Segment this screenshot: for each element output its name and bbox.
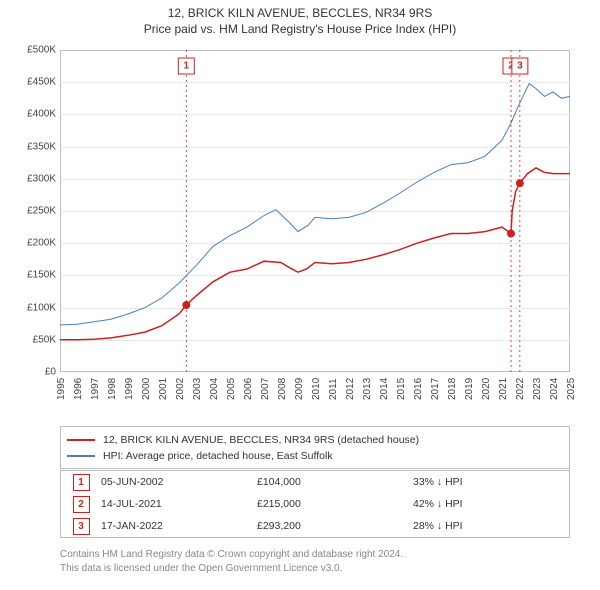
sales-row-date: 14-JUL-2021 xyxy=(101,498,257,510)
y-tick-label: £50K xyxy=(33,334,56,345)
title-sub: Price paid vs. HM Land Registry's House … xyxy=(0,22,600,36)
x-tick-label: 2009 xyxy=(294,378,305,400)
x-tick-label: 2002 xyxy=(175,378,186,400)
x-tick-label: 1995 xyxy=(56,378,67,400)
sales-row-date: 05-JUN-2002 xyxy=(101,476,257,488)
sales-row-delta: 33% ↓ HPI xyxy=(413,476,569,488)
y-tick-label: £200K xyxy=(27,238,56,249)
x-tick-label: 2016 xyxy=(413,378,424,400)
series-line xyxy=(60,168,570,340)
sale-marker xyxy=(183,302,190,309)
x-tick-label: 2012 xyxy=(345,378,356,400)
series-line xyxy=(60,84,570,326)
sales-row: 3 17-JAN-2022£293,20028% ↓ HPI xyxy=(61,515,569,537)
y-tick-label: £300K xyxy=(27,173,56,184)
y-tick-label: £400K xyxy=(27,109,56,120)
legend-swatch xyxy=(67,455,95,457)
y-tick-label: £150K xyxy=(27,270,56,281)
x-tick-label: 1998 xyxy=(107,378,118,400)
chart-plot: £0£50K£100K£150K£200K£250K£300K£350K£400… xyxy=(60,50,570,372)
sales-row-number: 1 xyxy=(73,474,90,491)
y-tick-label: £100K xyxy=(27,302,56,313)
x-tick-label: 1997 xyxy=(90,378,101,400)
x-tick-label: 2005 xyxy=(226,378,237,400)
y-tick-label: £250K xyxy=(27,206,56,217)
sales-row-delta: 28% ↓ HPI xyxy=(413,520,569,532)
sale-marker xyxy=(516,180,523,187)
sales-row-number: 2 xyxy=(73,496,90,513)
sales-row-number: 3 xyxy=(73,518,90,535)
y-tick-label: £350K xyxy=(27,141,56,152)
x-tick-label: 2006 xyxy=(243,378,254,400)
x-tick-label: 2010 xyxy=(311,378,322,400)
x-tick-label: 2015 xyxy=(396,378,407,400)
sales-row-price: £104,000 xyxy=(257,476,413,488)
x-tick-label: 2021 xyxy=(498,378,509,400)
legend-item: 12, BRICK KILN AVENUE, BECCLES, NR34 9RS… xyxy=(67,432,563,448)
y-tick-label: £0 xyxy=(45,367,56,378)
sale-box-number: 1 xyxy=(184,61,190,72)
credit-text: Contains HM Land Registry data © Crown c… xyxy=(60,548,570,576)
x-tick-label: 2003 xyxy=(192,378,203,400)
x-tick-label: 1996 xyxy=(73,378,84,400)
sales-row-price: £293,200 xyxy=(257,520,413,532)
x-tick-label: 2025 xyxy=(566,378,577,400)
x-tick-label: 2019 xyxy=(464,378,475,400)
legend-item: HPI: Average price, detached house, East… xyxy=(67,448,563,464)
x-tick-label: 2018 xyxy=(447,378,458,400)
x-tick-label: 2011 xyxy=(328,378,339,400)
sale-marker xyxy=(508,230,515,237)
chart-frame: 12, BRICK KILN AVENUE, BECCLES, NR34 9RS… xyxy=(0,0,600,590)
chart-svg: 123 xyxy=(60,50,570,372)
credit-line-2: This data is licensed under the Open Gov… xyxy=(60,562,570,576)
credit-line-1: Contains HM Land Registry data © Crown c… xyxy=(60,548,570,562)
sale-box-number: 3 xyxy=(517,61,523,72)
sales-table: 1 05-JUN-2002£104,00033% ↓ HPI 2 14-JUL-202… xyxy=(60,470,570,538)
x-tick-label: 2008 xyxy=(277,378,288,400)
legend: 12, BRICK KILN AVENUE, BECCLES, NR34 9RS… xyxy=(60,426,570,469)
title-address: 12, BRICK KILN AVENUE, BECCLES, NR34 9RS xyxy=(0,6,600,20)
sales-row-price: £215,000 xyxy=(257,498,413,510)
x-tick-label: 2001 xyxy=(158,378,169,400)
sales-row-date: 17-JAN-2022 xyxy=(101,520,257,532)
x-tick-label: 2023 xyxy=(532,378,543,400)
x-tick-label: 1999 xyxy=(124,378,135,400)
y-tick-label: £500K xyxy=(27,45,56,56)
x-tick-label: 2020 xyxy=(481,378,492,400)
x-tick-label: 2013 xyxy=(362,378,373,400)
sales-row-delta: 42% ↓ HPI xyxy=(413,498,569,510)
sales-row: 2 14-JUL-2021£215,00042% ↓ HPI xyxy=(61,493,569,515)
x-tick-label: 2022 xyxy=(515,378,526,400)
sales-row: 1 05-JUN-2002£104,00033% ↓ HPI xyxy=(61,471,569,493)
legend-label: 12, BRICK KILN AVENUE, BECCLES, NR34 9RS… xyxy=(103,432,419,448)
y-tick-label: £450K xyxy=(27,77,56,88)
x-tick-label: 2017 xyxy=(430,378,441,400)
legend-swatch xyxy=(67,439,95,441)
x-tick-label: 2014 xyxy=(379,378,390,400)
x-tick-label: 2007 xyxy=(260,378,271,400)
legend-label: HPI: Average price, detached house, East… xyxy=(103,448,333,464)
x-tick-label: 2000 xyxy=(141,378,152,400)
x-tick-label: 2004 xyxy=(209,378,220,400)
x-tick-label: 2024 xyxy=(549,378,560,400)
